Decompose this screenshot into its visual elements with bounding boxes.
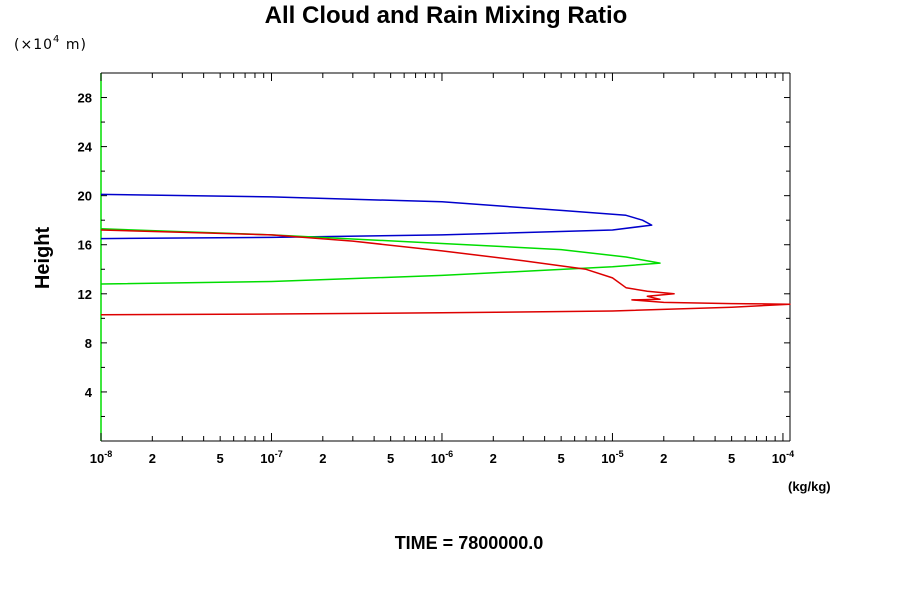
series-line-rain-water [100,229,791,316]
x-tick-label: 10-4 [772,449,794,466]
series-line-cloud-water [100,228,661,285]
y-axis-label: Height [32,227,54,290]
x-tick-label: 5 [558,451,565,466]
x-tick-label: 2 [490,451,497,466]
x-tick-label: 2 [660,451,667,466]
y-tick-label: 12 [78,287,92,302]
x-tick-label: 10-5 [601,449,623,466]
x-tick-label: 10-8 [90,449,112,466]
chart-title: All Cloud and Rain Mixing Ratio [265,2,628,29]
x-tick-label: 10-7 [260,449,282,466]
x-tick-label: 5 [387,451,394,466]
x-axis-units: (kg/kg) [788,479,831,494]
y-tick-label: 28 [78,91,92,106]
x-axis-ticks: 10-8 2 5 10-7 2 5 10-6 2 5 10-5 2 5 10-4 [90,73,794,466]
y-axis-units: (×104 m) [14,34,87,53]
y-tick-label: 8 [85,336,92,351]
y-tick-label: 20 [78,189,92,204]
x-tick-label: 10-6 [431,449,453,466]
y-tick-label: 16 [78,238,92,253]
y-tick-label: 4 [85,385,93,400]
x-tick-label: 2 [149,451,156,466]
x-tick-label: 2 [319,451,326,466]
series-line-cloud-ice [100,193,653,240]
series-lines [100,193,791,316]
y-tick-label: 24 [78,140,93,155]
x-tick-label: 5 [728,451,735,466]
x-tick-label: 5 [217,451,224,466]
y-axis-ticks: 4 8 12 16 20 24 28 [78,72,790,417]
plot-axes [100,72,791,442]
time-label: TIME = 7800000.0 [395,533,544,553]
